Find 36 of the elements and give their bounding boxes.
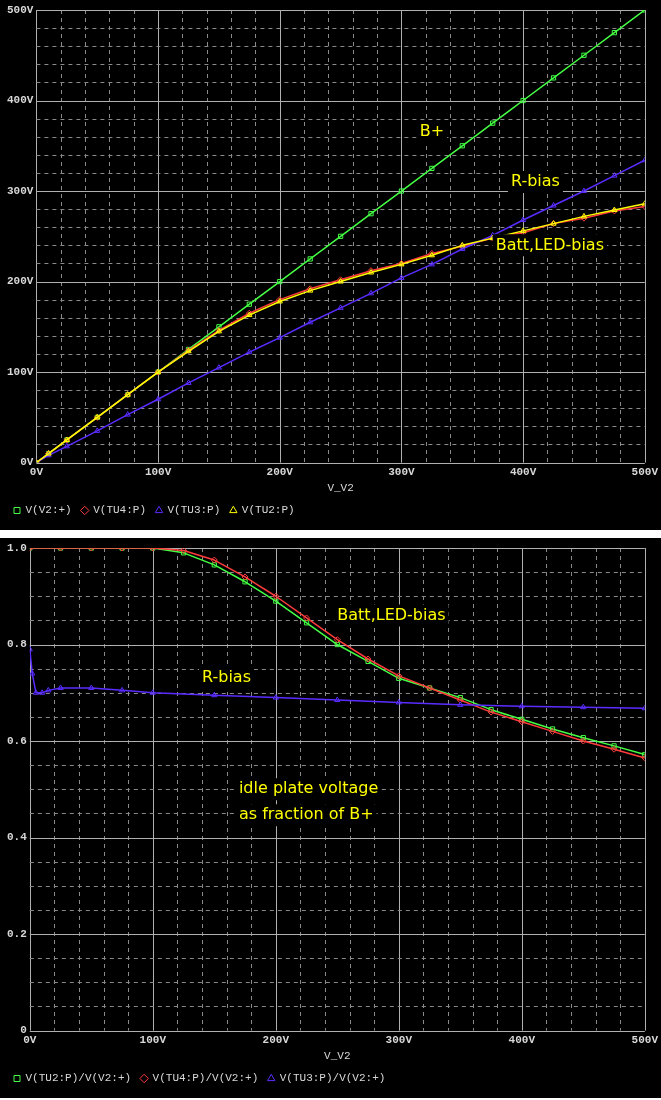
legend-label: V(TU3:P)/V(V2:+) bbox=[279, 1072, 386, 1085]
y-tick-label: 0.6 bbox=[6, 734, 27, 747]
x-tick-label: 200V bbox=[266, 465, 294, 478]
y-tick-label: 500V bbox=[7, 3, 34, 16]
legend-label: V(TU2:P)/V(V2:+) bbox=[25, 1072, 132, 1085]
annotation: R-bias bbox=[202, 667, 251, 687]
annotation: R-bias bbox=[510, 171, 560, 191]
x-tick-label: 200V bbox=[262, 1033, 290, 1046]
x-axis-title: V_V2 bbox=[324, 1050, 351, 1063]
y-tick-label: 100V bbox=[7, 365, 34, 378]
legend-label: V(TU4:P)/V(V2:+) bbox=[152, 1072, 259, 1085]
x-tick-label: 100V bbox=[144, 465, 172, 478]
y-tick-label: 400V bbox=[7, 94, 34, 107]
y-tick-label: 300V bbox=[7, 184, 34, 197]
y-tick-label: 200V bbox=[7, 275, 34, 288]
x-tick-label: 100V bbox=[139, 1033, 167, 1046]
y-tick-label: 1.0 bbox=[6, 541, 27, 554]
y-tick-label: 0.4 bbox=[6, 831, 28, 844]
y-tick-label: 0 bbox=[20, 1024, 27, 1037]
annotation: Batt,LED-bias bbox=[495, 234, 605, 254]
annotation: B+ bbox=[419, 121, 445, 141]
x-tick-label: 400V bbox=[508, 1033, 536, 1046]
x-tick-label: 400V bbox=[509, 465, 537, 478]
annotation: Batt,LED-bias bbox=[337, 604, 446, 624]
x-tick-label: 500V bbox=[631, 1033, 659, 1046]
y-tick-label: 0.8 bbox=[6, 638, 28, 651]
x-tick-label: 500V bbox=[631, 465, 659, 478]
annotation: idle plate voltage as fraction of B+ bbox=[238, 778, 379, 824]
x-tick-label: 300V bbox=[388, 465, 416, 478]
legend-label: V(TU2:P) bbox=[241, 504, 295, 517]
y-tick-label: 0.2 bbox=[6, 927, 27, 940]
x-tick-label: 300V bbox=[385, 1033, 413, 1046]
legend-label: V(TU3:P) bbox=[167, 504, 221, 517]
legend-label: V(TU4:P) bbox=[93, 504, 147, 517]
legend-label: V(V2:+) bbox=[25, 504, 72, 517]
x-axis-title: V_V2 bbox=[327, 482, 354, 495]
